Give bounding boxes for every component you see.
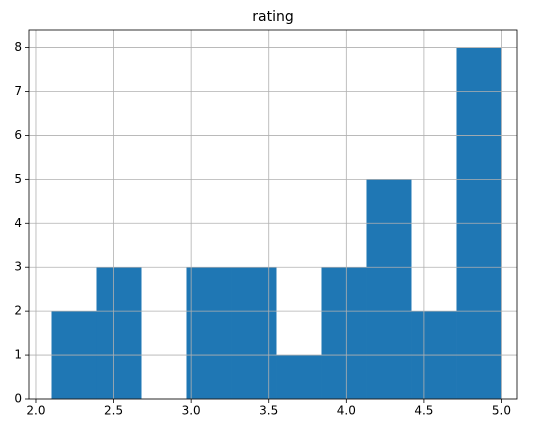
y-tick-label: 0 [14,392,22,406]
y-tick-label: 7 [14,84,22,98]
bar [186,267,232,399]
y-tick-label: 4 [14,216,22,230]
bar [321,267,367,399]
bar [276,355,322,399]
plot-frame [28,29,518,400]
bar [366,179,412,399]
y-tick-label: 2 [14,304,22,318]
bar [231,267,277,399]
x-tick-label: 3.5 [259,404,278,418]
y-tick-label: 3 [14,260,22,274]
y-tick-label: 5 [14,172,22,186]
y-tick-label: 1 [14,348,22,362]
x-tick-label: 3.0 [182,404,201,418]
chart-title: rating [252,9,293,25]
x-tick-label: 2.0 [26,404,45,418]
x-tick-label: 5.0 [492,404,511,418]
x-tick-label: 2.5 [104,404,123,418]
y-tick-label: 6 [14,128,22,142]
x-tick-label: 4.5 [414,404,433,418]
x-tick-label: 4.0 [337,404,356,418]
y-tick-label: 8 [14,40,22,54]
bar [96,267,142,399]
